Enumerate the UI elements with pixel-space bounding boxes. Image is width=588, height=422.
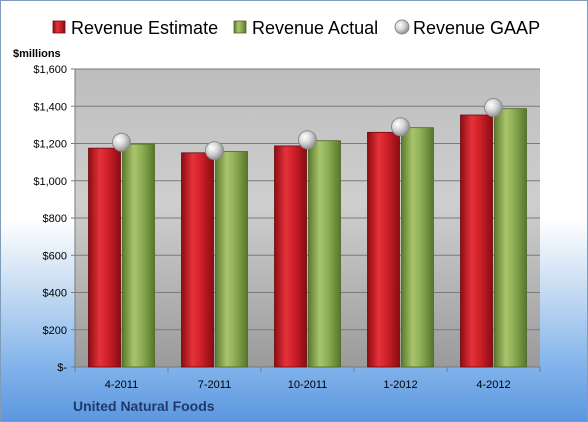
y-axis: $- $200 $400 $600 $800 $1,000 $1,200 $1,400 $1,6… [33, 64, 76, 374]
company-name: United Natural Foods [73, 398, 215, 414]
x-tick-label: 4-2011 [105, 379, 138, 391]
x-tick-label: 7-2011 [198, 379, 231, 391]
y-tick-label: $1,000 [33, 176, 67, 188]
gaap-markers [112, 98, 503, 161]
x-axis: 4-2011 7-2011 10-2011 1-2012 4-2012 [74, 366, 541, 391]
legend-swatch-revenue-estimate [52, 20, 66, 34]
legend-swatch-revenue-actual [233, 20, 247, 34]
bar-revenue-estimate [367, 131, 400, 368]
bar-revenue-actual [308, 140, 341, 368]
legend-label: Revenue GAAP [413, 18, 540, 38]
legend-swatch-revenue-gaap [394, 19, 410, 35]
bar-revenue-estimate [274, 145, 307, 368]
marker-revenue-gaap [298, 130, 317, 150]
y-tick-label: $- [57, 362, 67, 374]
bar-revenue-estimate [460, 114, 493, 368]
y-tick-label: $600 [43, 250, 67, 262]
marker-revenue-gaap [112, 132, 131, 152]
y-tick-label: $1,200 [33, 139, 67, 151]
bars [88, 108, 527, 368]
bar-revenue-estimate [88, 147, 121, 368]
y-unit-label: $millions [13, 48, 61, 60]
legend-label: Revenue Estimate [71, 18, 218, 38]
x-tick-label: 1-2012 [383, 379, 417, 391]
bar-revenue-actual [494, 108, 527, 368]
x-tick-label: 10-2011 [288, 379, 328, 391]
y-tick-label: $400 [43, 288, 67, 300]
bar-revenue-actual [401, 127, 434, 368]
marker-revenue-gaap [205, 141, 224, 161]
bar-revenue-actual [122, 143, 155, 368]
bar-revenue-estimate [181, 152, 214, 368]
legend: Revenue Estimate Revenue Actual Revenue GA… [52, 18, 540, 38]
y-tick-label: $800 [43, 213, 67, 225]
bar-revenue-actual [215, 151, 248, 368]
marker-revenue-gaap [484, 98, 503, 118]
y-tick-label: $1,600 [33, 64, 67, 76]
y-tick-label: $200 [43, 325, 67, 337]
legend-label: Revenue Actual [252, 18, 378, 38]
marker-revenue-gaap [391, 117, 410, 137]
y-tick-label: $1,400 [33, 101, 67, 113]
x-tick-label: 4-2012 [476, 379, 510, 391]
